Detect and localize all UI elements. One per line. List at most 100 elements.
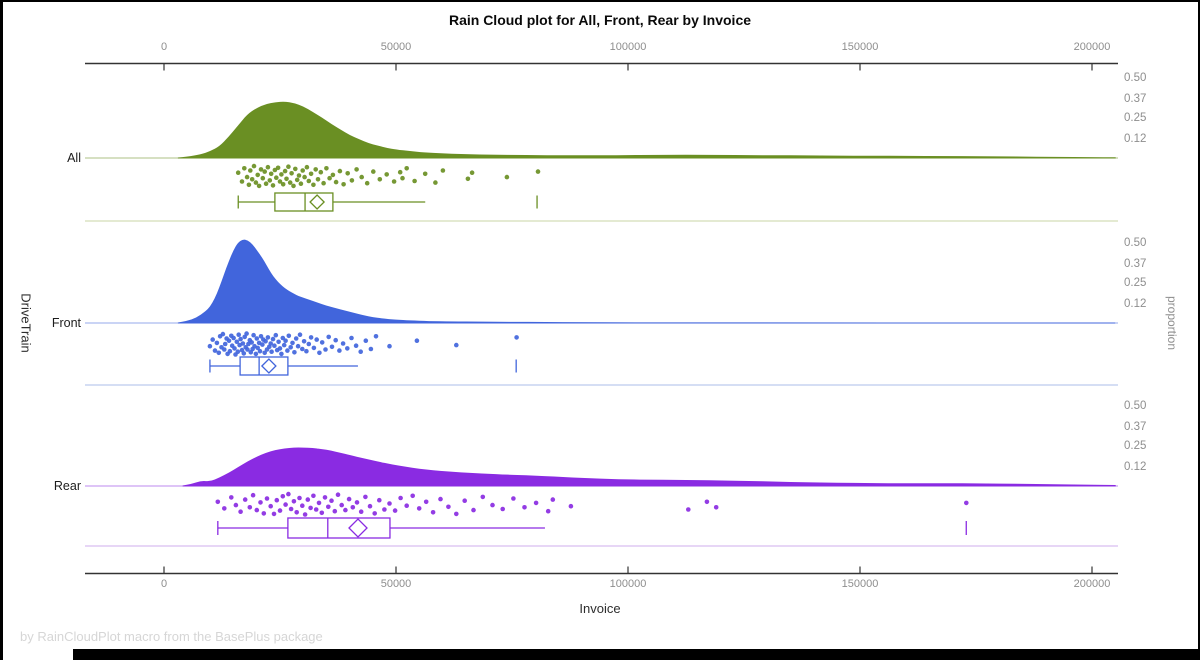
rain-point xyxy=(422,171,428,177)
rain-point xyxy=(358,349,364,355)
proportion-tick-label: 0.37 xyxy=(1124,420,1147,433)
rain-point xyxy=(258,334,264,339)
rain-point xyxy=(511,496,516,501)
rain-point xyxy=(469,170,475,175)
rain-point xyxy=(281,342,287,348)
rain-point xyxy=(367,503,373,509)
rain-point xyxy=(490,502,495,508)
rain-point xyxy=(277,346,283,351)
rain-point xyxy=(280,494,286,499)
x-axis-tick-label: 100000 xyxy=(609,578,647,590)
rain-point xyxy=(291,499,297,504)
rain-point xyxy=(279,351,284,357)
rain-point xyxy=(311,493,316,499)
rain-point xyxy=(236,332,241,338)
rain-point xyxy=(308,505,313,511)
rain-point xyxy=(410,493,416,499)
rain-point xyxy=(326,504,331,510)
rain-point xyxy=(271,511,277,517)
mean-diamond xyxy=(309,194,326,210)
rain-point xyxy=(277,508,283,513)
rain-point xyxy=(290,340,295,346)
rain-point xyxy=(286,333,292,339)
rain-point xyxy=(319,340,325,345)
rain-point xyxy=(268,171,274,177)
rain-point xyxy=(284,176,289,182)
rain-point xyxy=(315,177,321,182)
rain-point xyxy=(346,496,352,502)
rain-point xyxy=(301,339,307,344)
rain-point xyxy=(333,337,339,343)
rain-point xyxy=(244,174,250,180)
rain-point xyxy=(533,500,539,506)
rain-point xyxy=(412,178,417,184)
frame-border-top xyxy=(0,0,1200,2)
rain-point xyxy=(326,334,332,340)
x-axis-tick-label: 0 xyxy=(160,578,168,590)
rain-point xyxy=(514,335,519,340)
rain-point xyxy=(323,347,328,352)
rain-points-rear xyxy=(215,491,969,517)
rain-point xyxy=(262,169,268,174)
box-plot-front xyxy=(209,356,517,376)
rain-point xyxy=(286,491,291,497)
rain-point xyxy=(283,338,288,344)
rain-point xyxy=(297,332,303,338)
rain-point xyxy=(465,176,471,182)
rain-point xyxy=(550,497,556,502)
rain-point xyxy=(313,507,319,512)
rain-point xyxy=(220,331,226,337)
proportion-tick-label: 0.12 xyxy=(1124,132,1147,145)
rain-point xyxy=(296,173,302,178)
rain-point xyxy=(363,494,368,500)
rain-point xyxy=(311,345,317,351)
x-axis-tick-label: 100000 xyxy=(609,41,647,53)
rain-point xyxy=(686,507,691,512)
rain-point xyxy=(302,174,307,180)
rain-point xyxy=(283,502,288,507)
rain-point xyxy=(377,177,383,182)
rain-point xyxy=(216,350,222,356)
rain-point xyxy=(254,336,260,341)
mean-diamond xyxy=(260,358,277,374)
rain-point xyxy=(226,338,232,344)
rain-point xyxy=(353,343,359,349)
rain-point xyxy=(229,495,234,500)
rain-point xyxy=(232,346,237,351)
rain-point xyxy=(257,348,263,354)
rain-point xyxy=(454,511,459,517)
rain-point xyxy=(339,502,345,508)
proportion-tick-label: 0.12 xyxy=(1124,460,1147,473)
category-label-front: Front xyxy=(51,316,81,330)
category-label-all: All xyxy=(67,151,81,165)
rain-point xyxy=(568,503,574,509)
x-axis-tick-label: 200000 xyxy=(1073,578,1111,590)
category-label-rear: Rear xyxy=(53,479,81,493)
rain-point xyxy=(333,179,339,185)
rain-point xyxy=(279,172,284,177)
rain-point xyxy=(300,346,305,352)
rain-point xyxy=(265,164,271,170)
rain-point xyxy=(304,348,309,354)
rain-point xyxy=(308,171,314,177)
rain-point xyxy=(433,180,438,185)
rain-point xyxy=(261,511,267,516)
rain-point xyxy=(343,507,348,513)
rain-point xyxy=(233,502,239,508)
rain-point xyxy=(306,341,312,347)
rain-point xyxy=(371,169,376,174)
rain-point xyxy=(247,505,253,510)
rain-point xyxy=(340,341,346,346)
rain-point xyxy=(231,335,236,341)
rain-point xyxy=(270,183,276,188)
y2-axis-title: proportion xyxy=(1165,295,1179,351)
proportion-tick-label: 0.25 xyxy=(1124,112,1147,124)
rain-point xyxy=(260,342,265,347)
rain-point xyxy=(248,168,253,173)
x-axis-tick-label: 150000 xyxy=(841,41,879,53)
rain-point xyxy=(274,175,279,180)
rain-point xyxy=(245,347,250,352)
chart-title: Rain Cloud plot for All, Front, Rear by … xyxy=(448,12,752,28)
rain-point xyxy=(404,166,410,171)
